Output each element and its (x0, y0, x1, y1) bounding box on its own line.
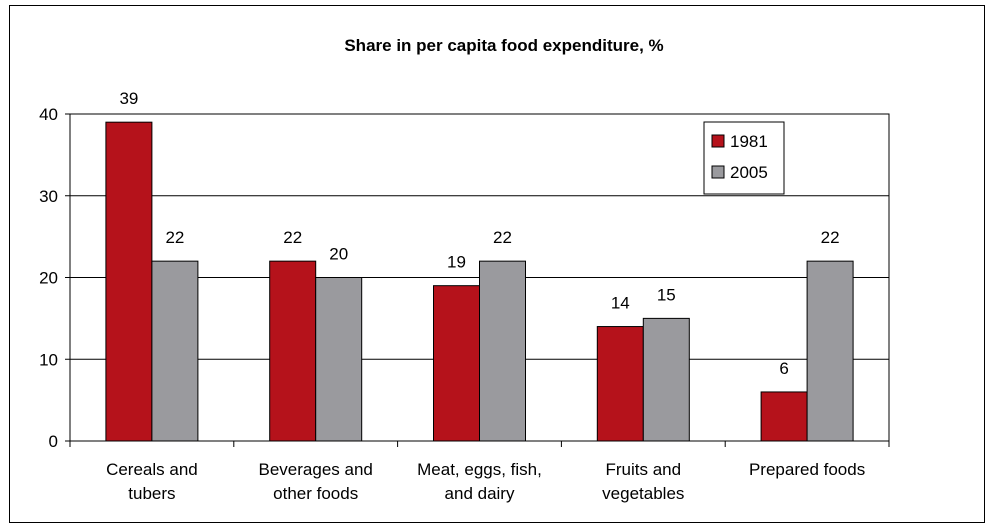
category-label: and dairy (445, 484, 515, 503)
bar-1981 (269, 260, 317, 442)
y-tick-label: 30 (39, 187, 58, 206)
data-label: 19 (447, 253, 466, 272)
x-axis: Cereals and tubers Beverages and other food… (69, 441, 890, 503)
y-tick-label: 0 (49, 432, 58, 451)
data-label: 22 (165, 228, 184, 247)
y-tick-label: 40 (39, 105, 58, 124)
data-label: 6 (779, 359, 788, 378)
y-tick-label: 10 (39, 350, 58, 369)
category-label: other foods (273, 484, 358, 503)
legend-swatch-1981 (711, 134, 725, 148)
y-tick-label: 20 (39, 269, 58, 288)
data-labels: 39 22 22 20 19 22 14 15 6 22 (119, 89, 839, 378)
legend: 1981 2005 (703, 121, 785, 195)
bar-2005 (315, 277, 363, 442)
bar-2005 (479, 260, 526, 442)
data-label: 22 (821, 228, 840, 247)
bar-2005 (151, 260, 199, 442)
category-label: Cereals and (106, 460, 198, 479)
category-label: Beverages and (259, 460, 373, 479)
legend-swatch-2005 (711, 165, 725, 179)
bar-1981 (433, 285, 480, 442)
category-label: Meat, eggs, fish, (417, 460, 542, 479)
data-label: 15 (657, 285, 676, 304)
category-label: tubers (128, 484, 175, 503)
data-label: 22 (283, 228, 302, 247)
bar-1981 (760, 391, 808, 442)
bar-1981 (105, 121, 153, 442)
category-label: Fruits and (606, 460, 682, 479)
y-axis: 0 10 20 30 40 (39, 105, 70, 451)
data-label: 22 (493, 228, 512, 247)
data-label: 14 (611, 294, 630, 313)
legend-box (703, 121, 785, 195)
category-label: vegetables (602, 484, 684, 503)
legend-label-2005: 2005 (730, 163, 768, 182)
category-label: Prepared foods (749, 460, 865, 479)
bar-1981 (596, 326, 644, 442)
bar-2005 (806, 260, 854, 442)
data-label: 20 (329, 245, 348, 264)
bars (105, 121, 854, 442)
data-label: 39 (119, 89, 138, 108)
legend-label-1981: 1981 (730, 132, 768, 151)
bar-2005 (642, 317, 690, 442)
chart-title: Share in per capita food expenditure, % (344, 36, 663, 55)
